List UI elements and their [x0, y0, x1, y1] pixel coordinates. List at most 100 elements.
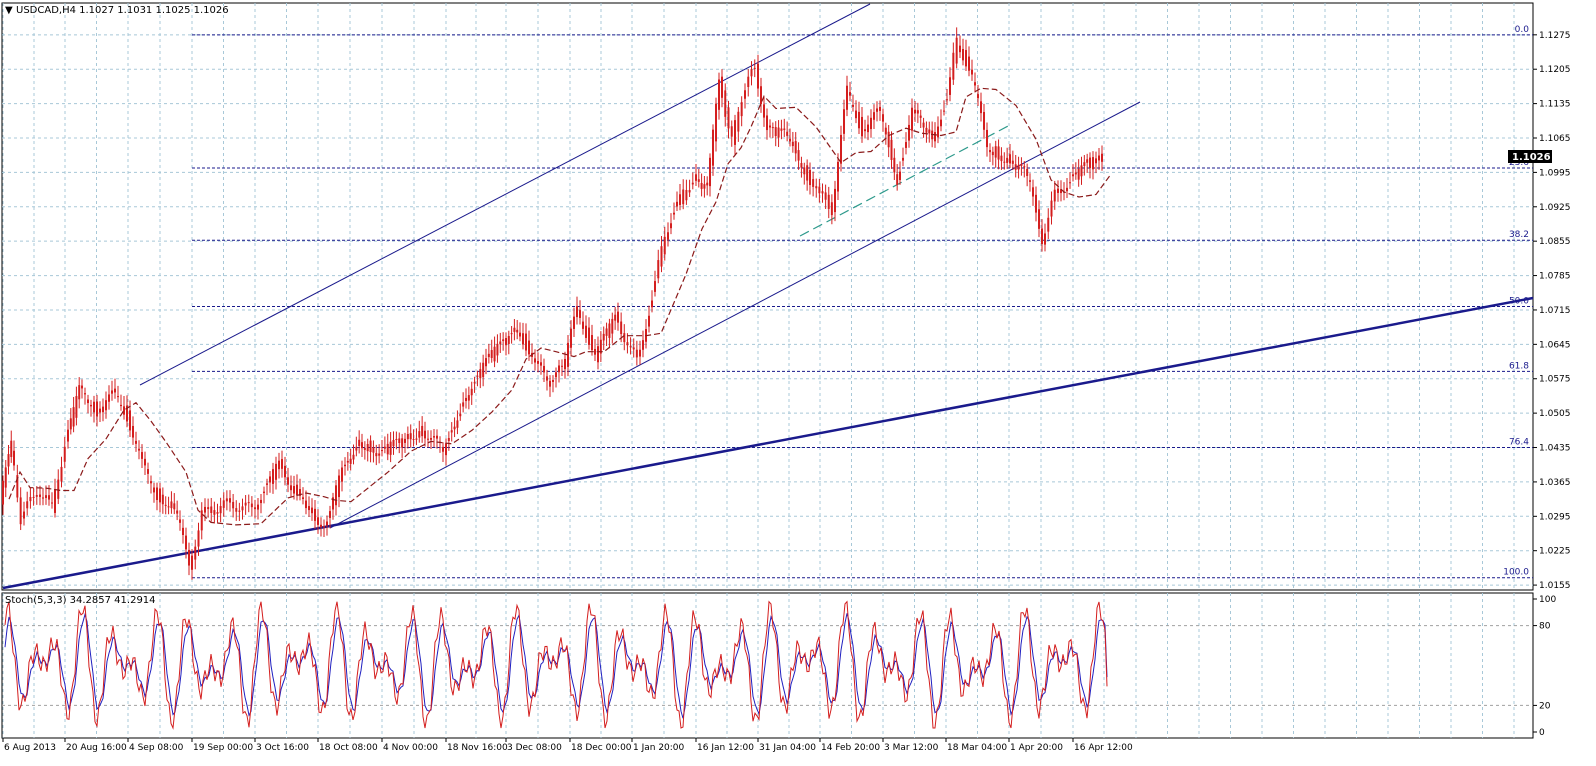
candle-body	[797, 150, 800, 161]
x-tick-label: 6 Aug 2013	[4, 743, 56, 753]
candle-body	[418, 431, 421, 438]
candle-body	[476, 375, 479, 377]
candle-body	[99, 408, 101, 413]
candle-body	[51, 502, 53, 504]
candle-body	[499, 341, 502, 345]
stoch-main-line	[4, 600, 1108, 730]
candle-body	[349, 458, 352, 464]
candle-body	[257, 504, 259, 510]
candle-body	[928, 129, 931, 134]
candle-body	[415, 438, 418, 440]
candle-body	[1066, 187, 1068, 192]
candle-body	[398, 438, 401, 444]
candle-body	[1072, 174, 1074, 177]
candle-body	[576, 306, 578, 318]
candle-body	[427, 438, 429, 440]
candle-body	[591, 335, 593, 351]
candle-body	[971, 69, 973, 75]
candle-body	[84, 393, 86, 395]
candle-body	[433, 436, 435, 438]
candle-body	[254, 507, 256, 510]
candle-body	[997, 146, 1000, 160]
candle-body	[867, 124, 869, 133]
long-term-support-line	[2, 296, 1534, 590]
candle-body	[386, 443, 389, 455]
chart-title-arrow[interactable]: ▼	[5, 5, 13, 16]
x-tick-label: 4 Nov 00:00	[383, 743, 438, 753]
candle-body	[663, 236, 666, 255]
candle-body	[922, 122, 925, 128]
candle-body	[679, 194, 681, 205]
candle-body	[317, 517, 319, 525]
candle-body	[642, 340, 644, 350]
candle-body	[821, 191, 824, 194]
candle-body	[290, 485, 292, 491]
stoch-y-tick-label: 80	[1539, 622, 1551, 632]
candle-body	[1101, 153, 1103, 162]
candle-body	[537, 360, 539, 364]
candle-body	[632, 347, 635, 350]
candle-body	[585, 325, 587, 338]
candle-body	[487, 353, 490, 358]
candle-body	[968, 56, 970, 71]
candle-body	[1083, 162, 1086, 166]
candle-body	[344, 464, 346, 467]
candle-body	[824, 192, 827, 200]
candle-body	[173, 503, 176, 510]
candle-body	[925, 127, 928, 133]
candle-body	[887, 131, 890, 148]
candle-body	[445, 443, 447, 456]
candle-body	[305, 500, 307, 509]
candle-body	[934, 132, 936, 142]
candle-body	[188, 549, 190, 566]
candle-body	[93, 401, 95, 413]
y-tick-label: 1.0365	[1539, 478, 1571, 488]
candle-body	[740, 102, 743, 117]
candle-body	[191, 555, 193, 570]
candle-body	[19, 497, 22, 525]
candle-body	[763, 104, 765, 118]
candle-body	[919, 115, 922, 118]
candle-body	[962, 49, 964, 61]
candle-body	[111, 390, 113, 394]
candle-body	[378, 453, 381, 456]
candle-body	[899, 171, 901, 181]
candle-body	[1069, 182, 1071, 184]
candle-body	[210, 506, 213, 513]
candle-body	[594, 348, 596, 355]
candle-body	[602, 333, 605, 341]
candle-body	[507, 335, 510, 344]
candle-body	[555, 372, 557, 378]
candle-body	[774, 127, 777, 137]
y-tick-label: 1.0295	[1539, 512, 1571, 522]
candle-body	[81, 385, 83, 389]
candle-body	[467, 395, 470, 401]
candle-body	[791, 141, 794, 147]
candle-body	[510, 333, 513, 335]
candle-body	[29, 496, 32, 502]
candle-body	[207, 507, 210, 510]
trendlines	[2, 3, 1534, 590]
candle-body	[986, 129, 988, 148]
candle-body	[623, 333, 626, 343]
candle-body	[229, 498, 231, 503]
candle-body	[412, 439, 415, 441]
candle-body	[614, 314, 617, 321]
fib-label: 0.0	[1515, 25, 1530, 35]
candle-body	[381, 450, 383, 452]
candle-body	[890, 139, 893, 160]
candle-body	[657, 260, 660, 279]
candle-body	[783, 128, 786, 130]
candle-body	[525, 333, 527, 351]
candle-body	[980, 101, 982, 114]
candle-body	[389, 441, 392, 455]
candle-body	[32, 496, 35, 498]
candle-body	[179, 519, 181, 523]
stoch-y-tick-label: 100	[1539, 595, 1556, 605]
candle-body	[946, 99, 948, 101]
candle-body	[90, 404, 92, 407]
candle-body	[459, 413, 462, 417]
candle-body	[63, 446, 66, 462]
